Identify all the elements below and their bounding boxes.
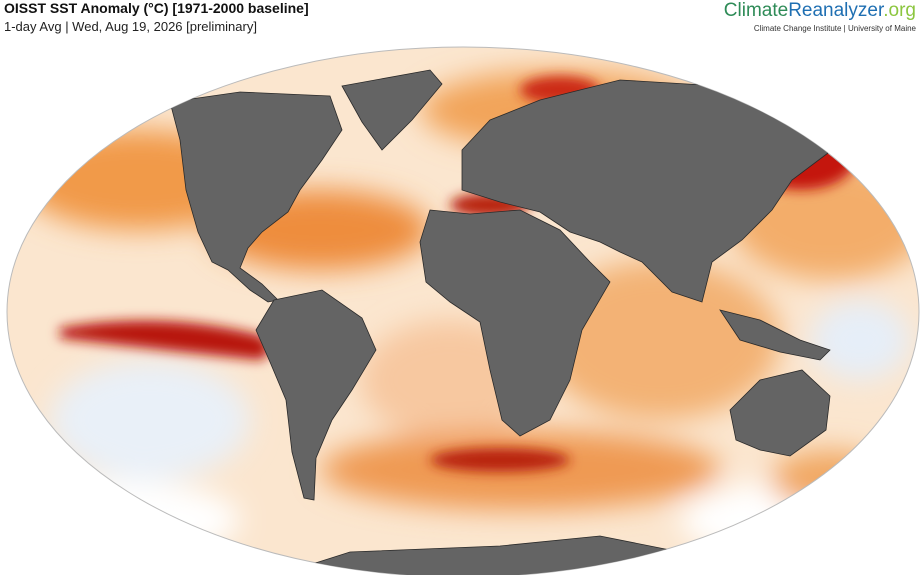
globe-outline xyxy=(6,46,920,575)
africa xyxy=(419,209,611,437)
south-america xyxy=(255,289,377,501)
eurasia xyxy=(461,79,833,303)
greenland xyxy=(341,69,443,151)
southeast-asia xyxy=(719,309,831,361)
logo-part: Reanalyzer xyxy=(788,0,884,21)
north-america xyxy=(169,91,343,303)
logo-part: .org xyxy=(883,0,916,21)
logo: ClimateReanalyzer.org xyxy=(724,0,916,22)
australia xyxy=(729,369,831,457)
affiliation: Climate Change Institute | University of… xyxy=(753,24,916,33)
continents xyxy=(169,69,833,575)
title: OISST SST Anomaly (°C) [1971-2000 baseli… xyxy=(4,0,309,16)
subtitle: 1-day Avg | Wed, Aug 19, 2026 [prelimina… xyxy=(4,19,257,34)
logo-part: Climate xyxy=(723,0,789,21)
